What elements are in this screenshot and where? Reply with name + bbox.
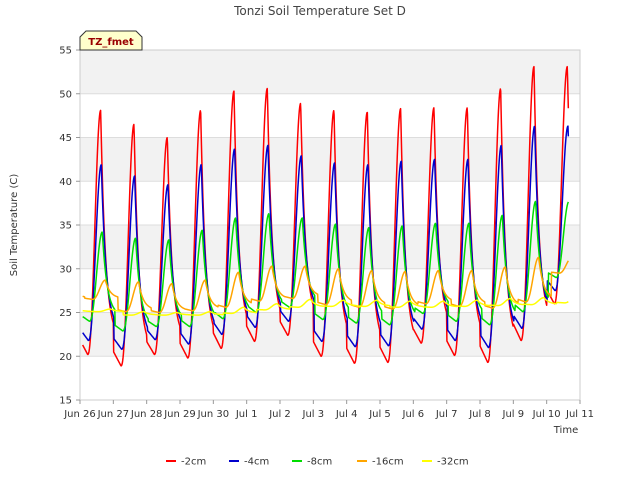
y-tick-label: 15	[59, 396, 72, 407]
y-tick-label: 25	[59, 308, 72, 319]
x-tick-label: Jun 28	[130, 409, 163, 420]
y-tick-label: 40	[59, 177, 72, 188]
y-axis-ticks: 15 20 25 30 35 40 45 50 55	[59, 46, 80, 407]
y-tick-label: 50	[59, 89, 72, 100]
y-tick-label: 35	[59, 221, 72, 232]
x-tick-label: Jul 2	[268, 409, 291, 420]
x-tick-label: Jul 1	[235, 409, 258, 420]
x-axis-ticks: Jun 26 Jun 27 Jun 28 Jun 29 Jun 30 Jul 1 Jul 2…	[63, 400, 594, 420]
site-tag-label: TZ_fmet	[88, 37, 134, 48]
x-axis-title: Time	[553, 425, 578, 436]
series-line-minus-16cm	[82, 256, 569, 314]
site-tag-box	[79, 30, 143, 51]
x-tick-label: Jul 10	[532, 409, 561, 420]
chart-title: Tonzi Soil Temperature Set D	[233, 4, 406, 18]
legend: -2cm -4cm -8cm -16cm -32cm	[166, 457, 469, 468]
series-lines	[82, 65, 570, 367]
x-tick-label: Jun 27	[97, 409, 130, 420]
x-tick-label: Jun 30	[197, 409, 230, 420]
x-tick-label: Jul 4	[335, 409, 358, 420]
legend-label: -4cm	[244, 457, 269, 468]
y-tick-label: 20	[59, 352, 72, 363]
y-axis-title: Soil Temperature (C)	[9, 174, 20, 277]
site-tag: TZ_fmet	[79, 30, 143, 51]
x-tick-label: Jun 26	[63, 409, 96, 420]
x-tick-label: Jul 3	[302, 409, 325, 420]
x-tick-label: Jul 11	[565, 409, 594, 420]
legend-label: -2cm	[181, 457, 206, 468]
legend-label: -16cm	[372, 457, 404, 468]
grid-band	[80, 312, 580, 357]
series-line-minus-32cm	[82, 296, 569, 316]
x-tick-label: Jul 5	[368, 409, 391, 420]
x-tick-label: Jul 7	[435, 409, 458, 420]
x-tick-label: Jul 9	[502, 409, 525, 420]
x-tick-label: Jun 29	[163, 409, 196, 420]
x-tick-label: Jul 8	[468, 409, 491, 420]
legend-label: -32cm	[437, 457, 469, 468]
y-tick-label: 45	[59, 133, 72, 144]
y-tick-label: 55	[59, 46, 72, 57]
grid-band	[80, 50, 580, 94]
legend-label: -8cm	[307, 457, 332, 468]
x-tick-label: Jul 6	[402, 409, 425, 420]
y-tick-label: 30	[59, 264, 72, 275]
series-line-minus-8cm	[82, 200, 570, 332]
